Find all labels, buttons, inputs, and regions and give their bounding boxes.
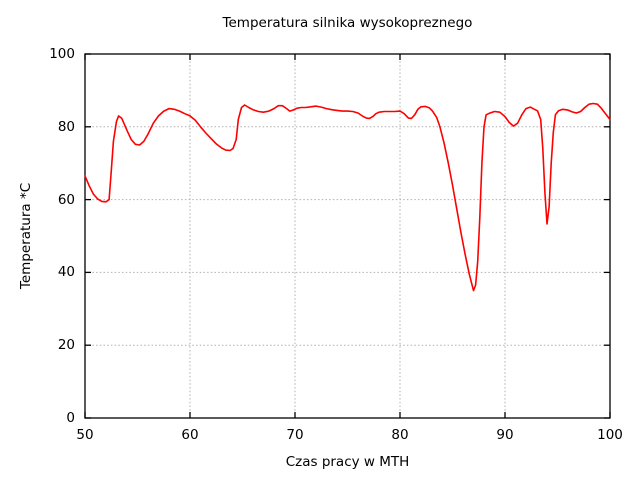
x-tick-label: 70: [286, 427, 304, 443]
x-axis-label: Czas pracy w MTH: [285, 454, 410, 470]
plot-border: [84, 53, 611, 419]
y-tick-label: 0: [66, 410, 75, 426]
y-tick-label: 60: [57, 191, 75, 208]
y-tick-label: 40: [57, 264, 75, 281]
x-tick-label: 50: [76, 427, 94, 443]
x-tick-label: 60: [181, 427, 199, 443]
y-tick-label: 100: [49, 46, 75, 62]
x-tick-label: 80: [391, 427, 409, 443]
y-tick-label: 20: [57, 337, 75, 354]
y-axis-label: Temperatura *C: [18, 182, 34, 290]
x-tick-label: 100: [597, 427, 623, 443]
chart-title: Temperatura silnika wysokopreznego: [222, 15, 473, 31]
temperature-series-line: [84, 102, 611, 292]
y-tick-label: 80: [57, 118, 75, 135]
x-tick-label: 90: [496, 427, 514, 443]
